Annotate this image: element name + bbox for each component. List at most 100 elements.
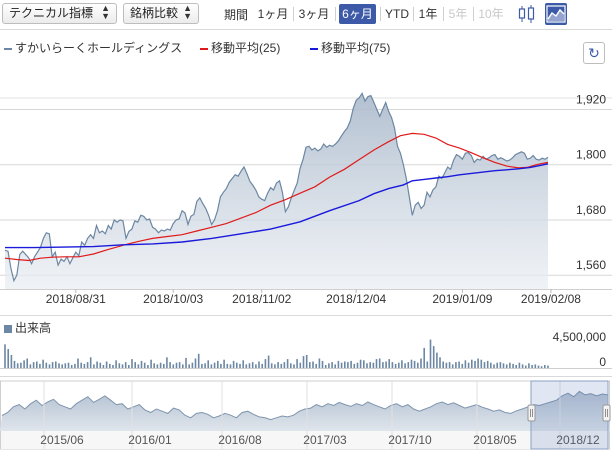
volume-bar <box>505 364 508 368</box>
volume-bar <box>534 364 537 368</box>
volume-bar <box>128 365 130 368</box>
volume-bar <box>407 362 410 368</box>
volume-bar <box>239 363 241 368</box>
volume-bar <box>74 363 76 368</box>
volume-bar <box>394 363 397 368</box>
volume-bar <box>217 360 219 368</box>
volume-bar <box>105 361 108 368</box>
volume-bar <box>296 359 298 368</box>
legend-item-price[interactable]: すかいらーくホールディングス <box>4 39 182 56</box>
date-tick-label: 2019/02/08 <box>521 292 581 306</box>
ma25-line <box>4 132 549 262</box>
volume-bar <box>353 363 356 368</box>
volume-bar <box>150 359 152 368</box>
volume-bar <box>23 360 25 368</box>
period-6m-button[interactable]: 6ヶ月 <box>339 4 376 24</box>
divider <box>380 7 381 21</box>
volume-bar <box>347 362 349 368</box>
volume-bar <box>356 362 359 368</box>
legend-label: 移動平均(75) <box>321 41 391 55</box>
area-chart-icon[interactable] <box>545 3 567 25</box>
compare-dropdown[interactable]: 銘柄比較 ▲ ▼ <box>123 3 199 24</box>
volume-bar <box>398 362 400 368</box>
ma75-line <box>5 163 549 249</box>
period-1y-button[interactable]: 1年 <box>418 7 438 21</box>
legend-label: すかいらーくホールディングス <box>15 41 183 55</box>
volume-bar <box>426 361 429 368</box>
volume-bar <box>197 353 200 368</box>
volume-bar <box>499 362 502 368</box>
price-area-fill <box>5 93 548 289</box>
navigator-tick-label: 2018/05 <box>473 433 517 447</box>
volume-bar <box>451 364 454 368</box>
volume-bar <box>204 363 206 368</box>
volume-bar <box>210 364 213 368</box>
navigator-selection <box>530 380 609 450</box>
period-3m-button[interactable]: 3ヶ月 <box>298 7 330 21</box>
volume-bar <box>318 358 321 368</box>
navigator-tick-label: 2018/12 <box>556 433 600 447</box>
volume-bar <box>102 365 105 368</box>
volume-bar <box>344 361 346 368</box>
navigator-line <box>1 390 609 421</box>
volume-bar <box>401 360 403 368</box>
volume-bar <box>223 359 225 368</box>
volume-bar <box>48 364 51 368</box>
area-chart-glyph <box>546 5 566 23</box>
period-1m-button[interactable]: 1ヶ月 <box>257 7 289 21</box>
divider <box>413 7 414 21</box>
volume-bar <box>64 363 67 368</box>
date-tick-label: 2018/08/31 <box>46 292 106 306</box>
volume-bar <box>280 363 283 368</box>
navigator-handle <box>527 404 536 422</box>
volume-bar <box>413 360 416 368</box>
navigator[interactable]: 2015/06 2016/01 2016/08 2017/03 2017/10 2018/… <box>0 376 612 450</box>
volume-bar <box>312 361 314 368</box>
volume-bar <box>93 364 95 368</box>
volume-bar <box>36 361 38 368</box>
volume-bar <box>267 355 270 368</box>
legend-item-ma75[interactable]: 移動平均(75) <box>310 39 390 56</box>
volume-bar <box>404 363 406 368</box>
volume-bar <box>70 365 73 368</box>
volume-bar <box>436 352 438 368</box>
volume-bar <box>309 362 311 368</box>
volume-bar <box>42 359 44 368</box>
volume-bar <box>477 358 479 368</box>
period-ytd-button[interactable]: YTD <box>385 7 409 21</box>
volume-bar <box>363 360 365 368</box>
volume-bar <box>264 359 267 368</box>
volume-bar <box>137 364 140 368</box>
volume-bar <box>172 364 175 368</box>
volume-bar <box>178 362 181 368</box>
volume-bar <box>80 362 82 368</box>
period-10y-button[interactable]: 10年 <box>478 7 504 21</box>
volume-bar <box>331 362 333 368</box>
period-5y-button[interactable]: 5年 <box>448 7 468 21</box>
volume-bar <box>83 363 86 368</box>
volume-bar <box>321 360 324 368</box>
volume-legend: 出来高 <box>4 319 51 336</box>
volume-bar <box>410 359 413 368</box>
volume-bar <box>258 361 260 368</box>
moving-average-lines <box>4 132 549 262</box>
volume-bar <box>537 365 540 368</box>
volume-bar <box>188 364 190 368</box>
compare-label: 銘柄比較 <box>130 6 179 20</box>
volume-bar <box>175 362 178 368</box>
volume-bar <box>115 360 117 368</box>
candlestick-icon[interactable] <box>516 3 538 25</box>
volume-bar <box>540 366 543 368</box>
navigator-handle <box>602 404 611 422</box>
volume-bar <box>340 362 343 368</box>
reset-zoom-button[interactable]: ↻ <box>583 42 605 64</box>
navigator-tick-label: 2016/08 <box>218 433 262 447</box>
volume-bar <box>124 362 127 368</box>
volume-bar <box>191 362 194 368</box>
legend-item-ma25[interactable]: 移動平均(25) <box>200 39 280 56</box>
volume-bar <box>220 363 222 368</box>
volume-bar <box>159 362 162 368</box>
volume-bar <box>7 349 9 368</box>
volume-bar <box>483 362 486 368</box>
technical-indicator-dropdown[interactable]: テクニカル指標 ▲ ▼ <box>2 3 117 24</box>
